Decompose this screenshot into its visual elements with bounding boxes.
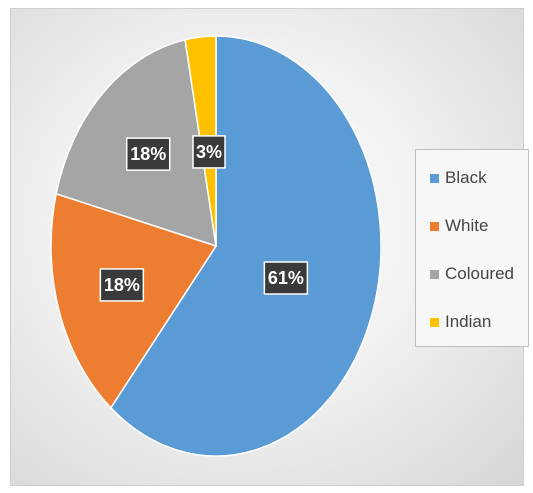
legend-item-white: White xyxy=(430,216,488,236)
legend-label: Coloured xyxy=(445,264,514,283)
chart-area: 61% 18% 18% 3% Black White Coloured Indian xyxy=(10,8,529,486)
data-label-indian: 3% xyxy=(196,142,222,162)
legend-label: Black xyxy=(445,168,487,187)
legend-item-black: Black xyxy=(430,168,487,188)
legend-swatch xyxy=(430,221,439,231)
legend: Black White Coloured Indian xyxy=(415,149,529,347)
legend-item-coloured: Coloured xyxy=(430,264,514,284)
legend-swatch xyxy=(430,269,439,279)
data-label-white: 18% xyxy=(104,275,140,295)
legend-swatch xyxy=(430,173,439,183)
legend-item-indian: Indian xyxy=(430,312,491,332)
data-label-box xyxy=(99,268,145,302)
pie-slice-black xyxy=(109,35,382,457)
legend-label: Indian xyxy=(445,312,492,331)
data-label-box xyxy=(263,261,309,295)
pie-chart: 61% 18% 18% 3% xyxy=(50,35,382,457)
data-label-coloured: 18% xyxy=(130,144,166,164)
data-label-box xyxy=(125,137,171,171)
data-label-black: 61% xyxy=(268,268,304,288)
legend-label: White xyxy=(445,216,489,235)
data-label-box xyxy=(192,135,226,169)
legend-swatch xyxy=(430,317,439,327)
